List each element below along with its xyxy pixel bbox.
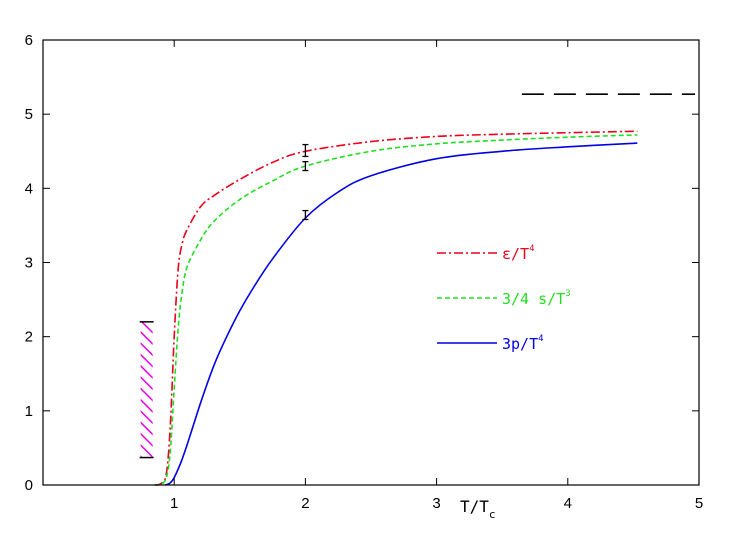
y-tick-label: 4 bbox=[25, 180, 33, 197]
legend-text-pressure: 3p/T bbox=[502, 335, 538, 353]
y-tick-label: 5 bbox=[25, 106, 33, 123]
legend-label-pressure: 3p/T4 bbox=[502, 334, 544, 353]
x-tick-label: 1 bbox=[170, 495, 178, 512]
x-tick-label: 4 bbox=[564, 495, 572, 512]
x-tick-label: 5 bbox=[695, 495, 703, 512]
x-axis-label: T/Tc bbox=[460, 497, 496, 521]
y-tick-label: 3 bbox=[25, 255, 33, 272]
legend-sup-entropy: 3 bbox=[565, 289, 570, 299]
curve-layer bbox=[154, 130, 638, 486]
axis-ticks: 1 2 3 4 5 0 1 2 3 4 5 6 bbox=[25, 32, 704, 512]
x-axis-label-main: T/T bbox=[460, 497, 489, 516]
annotation-layer bbox=[139, 93, 696, 459]
legend-label-energy: ε/T4 bbox=[502, 244, 535, 263]
y-tick-label: 2 bbox=[25, 329, 33, 346]
legend-sup-energy: 4 bbox=[529, 244, 534, 254]
y-tick-label: 6 bbox=[25, 32, 33, 49]
legend-sup-pressure: 4 bbox=[538, 334, 543, 344]
y-tick-label: 0 bbox=[25, 477, 33, 494]
x-tick-label: 3 bbox=[432, 495, 440, 512]
series-line-energy bbox=[154, 130, 638, 486]
legend-text-energy: ε/T bbox=[502, 245, 529, 263]
legend-text-entropy: 3/4 s/T bbox=[502, 290, 565, 308]
series-line-entropy bbox=[154, 134, 638, 486]
y-tick-label: 1 bbox=[25, 403, 33, 420]
x-axis-label-sub: c bbox=[489, 508, 496, 521]
legend-label-entropy: 3/4 s/T3 bbox=[502, 289, 571, 308]
legend: ε/T4 3/4 s/T3 3p/T4 bbox=[437, 244, 571, 353]
x-tick-label: 2 bbox=[301, 495, 309, 512]
transition-band bbox=[140, 321, 153, 458]
series-line-pressure bbox=[164, 142, 638, 486]
